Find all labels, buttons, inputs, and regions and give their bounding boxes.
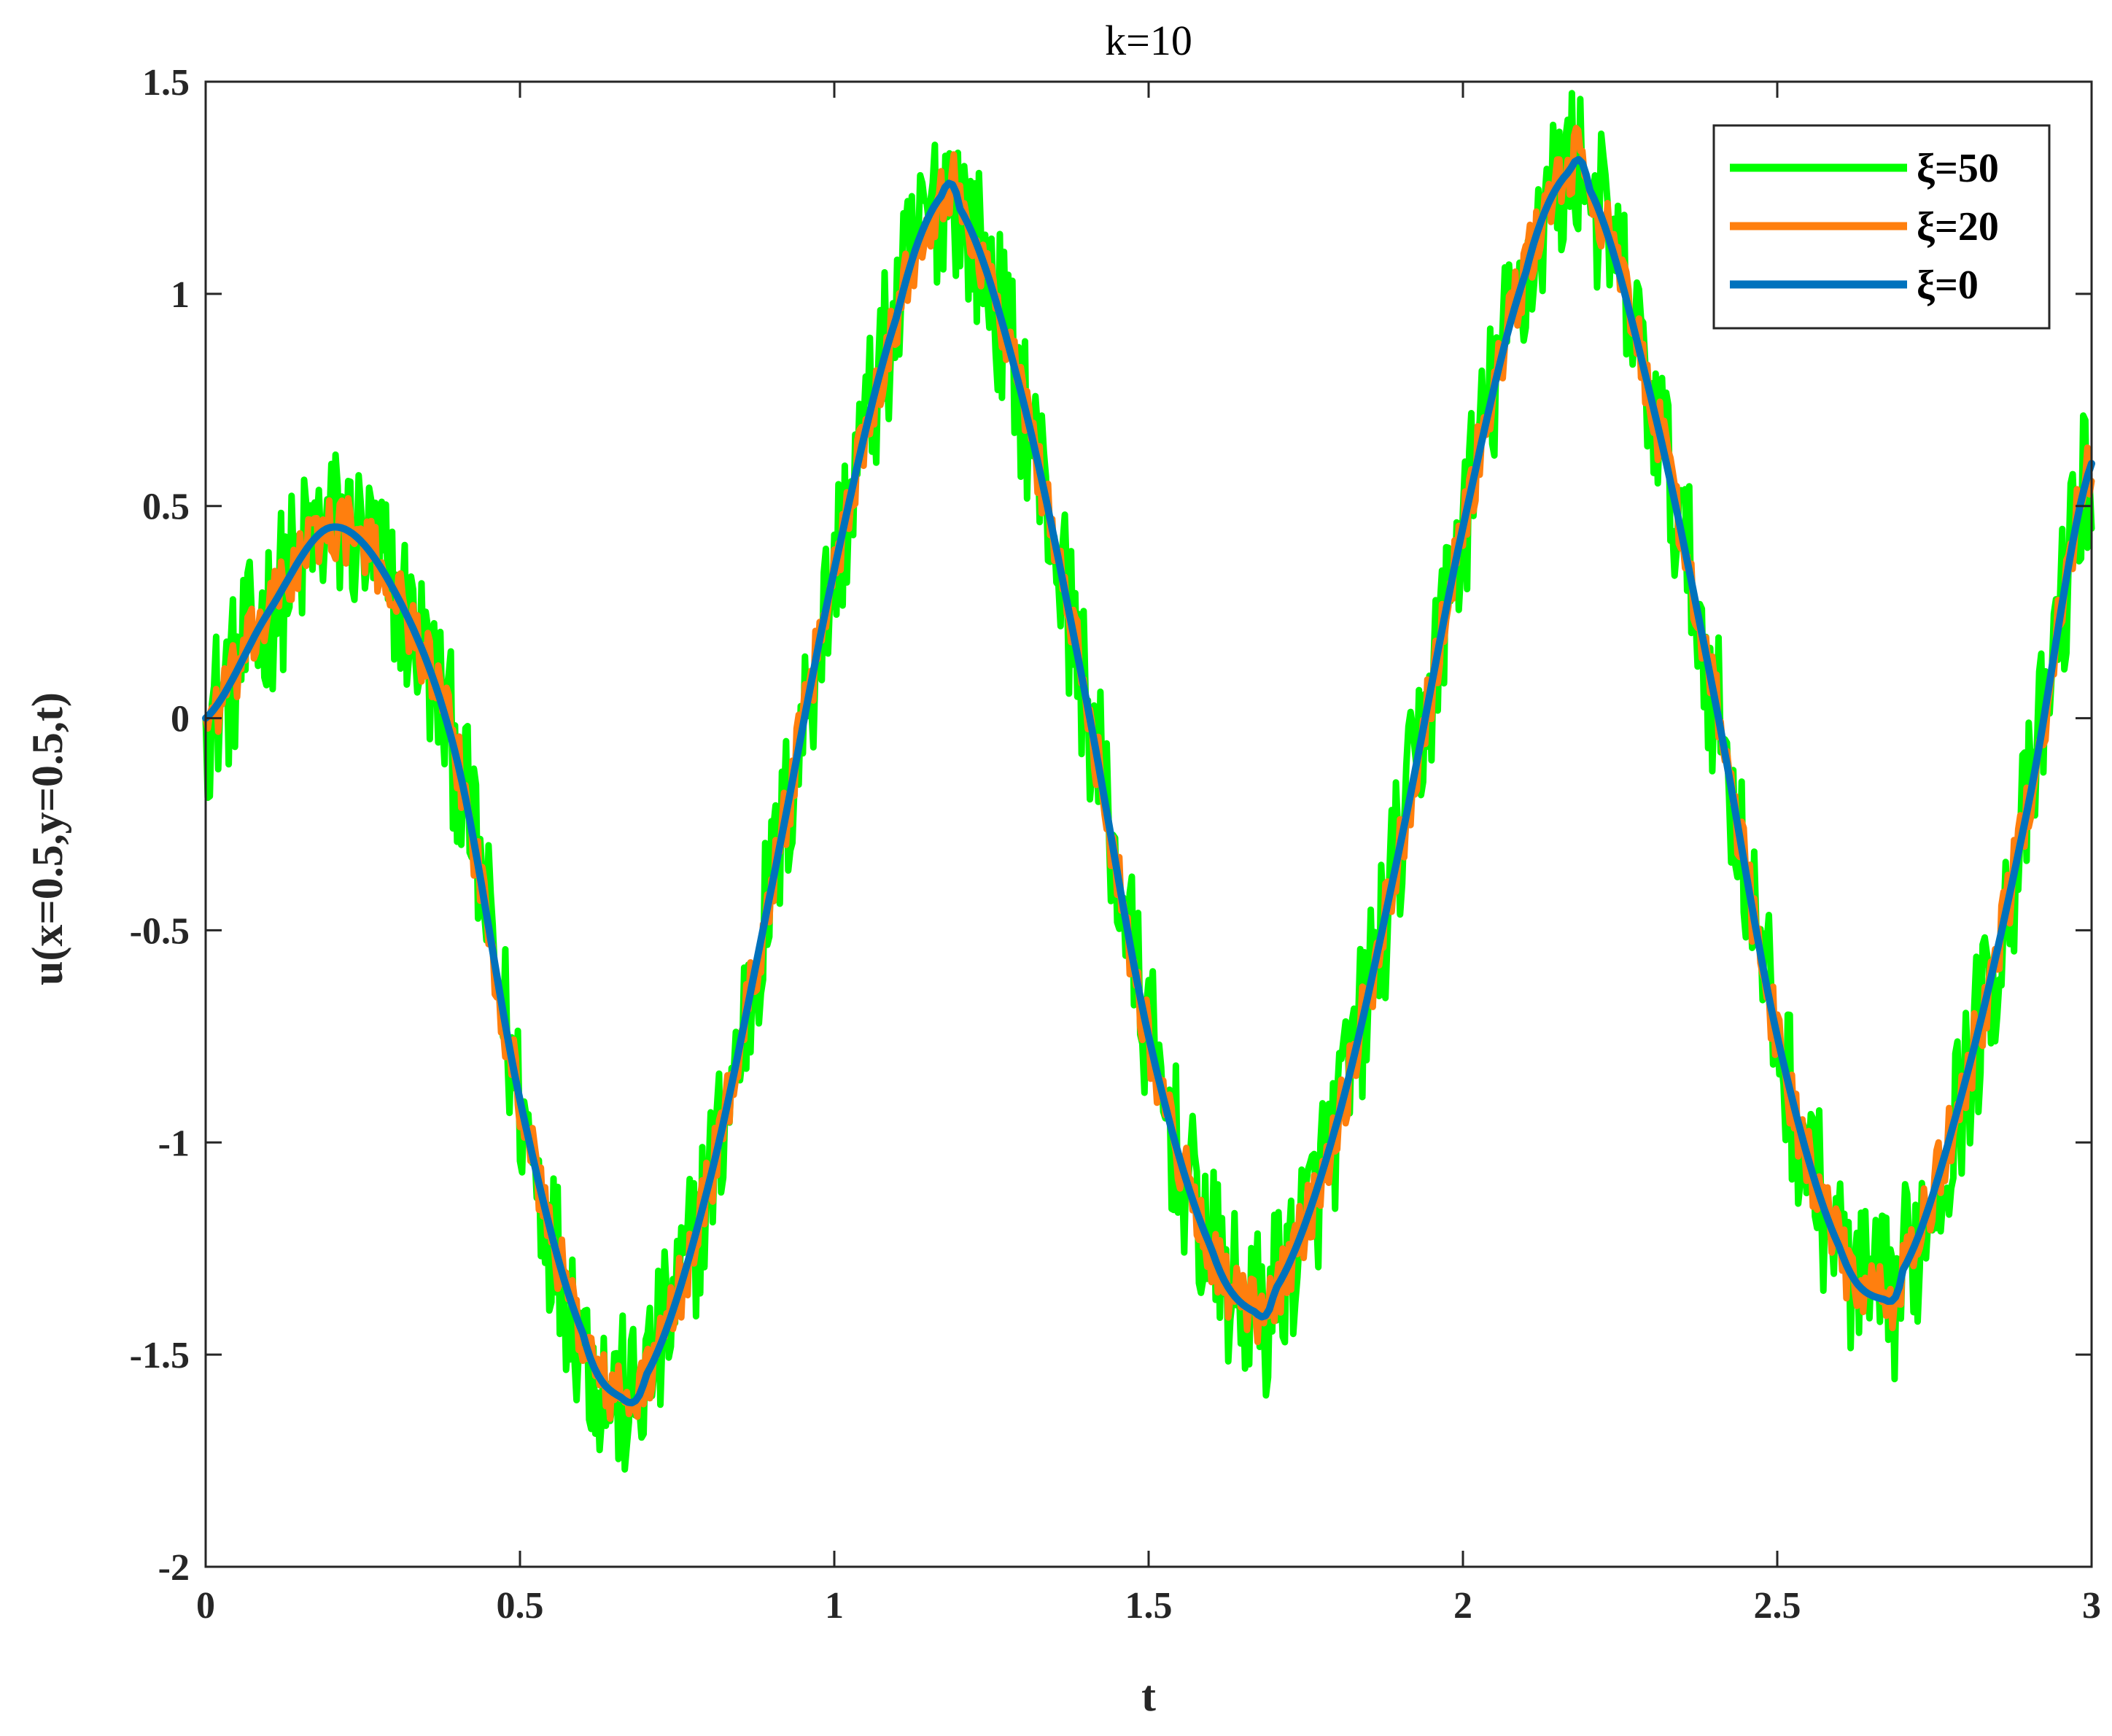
x-tick-label: 1.5 — [1125, 1585, 1173, 1627]
legend-label: ξ=20 — [1917, 204, 1999, 249]
y-tick-label: 0.5 — [142, 487, 190, 528]
x-tick-label: 0.5 — [497, 1585, 544, 1627]
x-tick-label: 2 — [1453, 1585, 1472, 1627]
legend: ξ=50 ξ=20 ξ=0 — [1712, 124, 2051, 330]
legend-label: ξ=0 — [1917, 263, 1979, 308]
ticks-layer: 0 0.5 1 1.5 2 2.5 3 -2 -1.5 -1 -0.5 0 0.5 1 1.5 — [130, 62, 2101, 1627]
x-tick-label: 3 — [2082, 1585, 2101, 1627]
x-tick-label: 2.5 — [1754, 1585, 1801, 1627]
series-line — [202, 155, 2095, 1407]
y-tick-label: 0 — [171, 699, 190, 740]
y-tick-label: -1.5 — [130, 1335, 190, 1376]
y-tick-label: 1.5 — [142, 62, 190, 104]
y-tick-label: 1 — [171, 274, 190, 316]
x-axis-label: t — [1141, 1672, 1156, 1720]
y-tick-label: -1 — [158, 1123, 190, 1164]
series-layer — [202, 90, 2095, 1473]
legend-label: ξ=50 — [1917, 146, 1999, 191]
x-tick-label: 1 — [825, 1585, 844, 1627]
chart-title: k=10 — [1105, 17, 1192, 64]
x-tick-label: 0 — [196, 1585, 215, 1627]
y-tick-label: -2 — [158, 1547, 190, 1589]
y-axis-label: u(x=0.5,y=0.5,t) — [23, 692, 71, 985]
y-tick-label: -0.5 — [130, 910, 190, 952]
